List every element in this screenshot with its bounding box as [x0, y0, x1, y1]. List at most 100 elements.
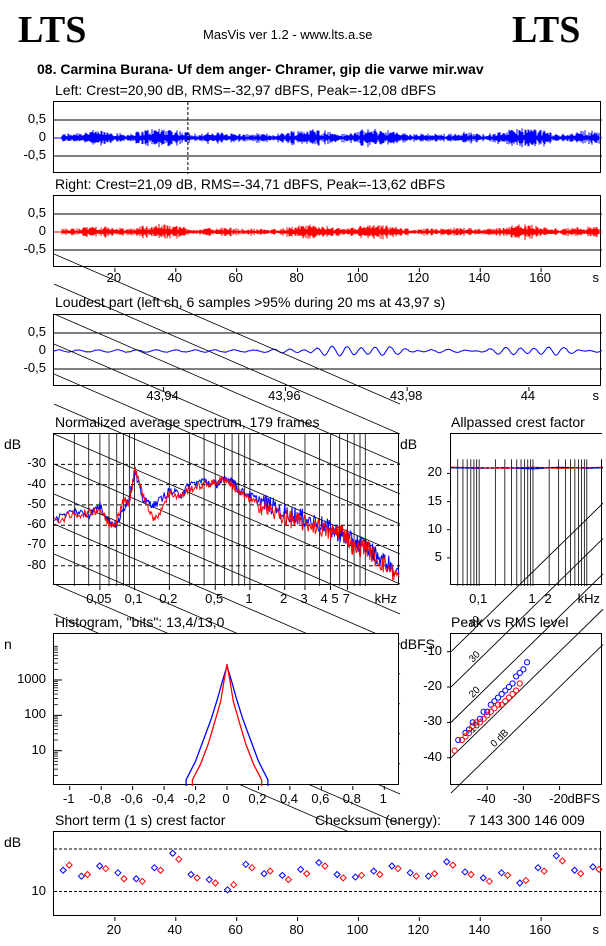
- right-wave-plot: [54, 213, 602, 272]
- histogram-panel: [53, 633, 399, 790]
- xtick-label: 0,2: [248, 791, 267, 806]
- short-crest-point: [430, 869, 439, 878]
- short-crest-ytick-labels: 10: [0, 831, 50, 916]
- short-crest-point: [388, 862, 396, 870]
- peak-rms-point: [462, 729, 469, 737]
- peak-rms-point: [484, 708, 491, 715]
- peak-rms-panel: 40 30 20 10 0 dB: [447, 502, 604, 794]
- short-crest-point: [296, 865, 305, 874]
- upper-mask: [451, 434, 603, 460]
- short-crest-point: [552, 852, 561, 860]
- xtick-label: 0,4: [279, 791, 298, 806]
- right-wave-panel: [53, 195, 602, 272]
- short-crest-point: [351, 873, 360, 881]
- diag-label: 0 dB: [489, 727, 512, 750]
- short-crest-point: [394, 864, 402, 873]
- slope-line: [53, 283, 401, 435]
- xtick-label: 40: [167, 270, 182, 285]
- allpassed-ylabel: dB: [400, 436, 418, 452]
- ytick-label: 10: [31, 882, 46, 898]
- loudest-plot: [53, 332, 602, 391]
- peak-rms-point: [465, 729, 473, 737]
- short-crest-point: [132, 875, 140, 883]
- short-crest-point: [83, 870, 92, 879]
- short-crest-point: [369, 867, 378, 875]
- file-name: 08. Carmina Burana- Uf dem anger- Chrame…: [37, 61, 484, 77]
- short-crest-point: [205, 875, 213, 884]
- short-crest-point: [59, 866, 67, 874]
- short-crest-point: [534, 863, 542, 872]
- short-crest-point: [461, 868, 469, 876]
- short-crest-point: [211, 879, 220, 887]
- xtick-label: 43,98: [389, 388, 423, 403]
- xtick-label: 0,5: [205, 591, 224, 606]
- peak-rms-point: [498, 690, 505, 698]
- short-crest-point: [242, 860, 250, 869]
- short-crest-panel: [53, 831, 603, 921]
- xtick-label: -40: [476, 791, 496, 806]
- x-unit-label: s: [592, 270, 600, 285]
- xtick-label: 80: [289, 922, 304, 937]
- short-crest-plot: [54, 848, 603, 921]
- ytick-label: -30: [27, 455, 46, 471]
- histogram-ylabel: n: [4, 636, 12, 652]
- short-crest-point: [479, 874, 487, 882]
- histogram-xtick-labels: -1 -0,8 -0,6 -0,4 -0,2 0 0,2 0,4 0,6 0,8 1: [53, 791, 399, 809]
- xtick-label: 4 5: [320, 591, 339, 606]
- peak-rms-point: [498, 701, 505, 708]
- short-crest-point: [406, 869, 414, 877]
- ytick-label: 0,5: [27, 111, 46, 126]
- spectrum-title: Normalized average spectrum, 179 frames: [55, 414, 320, 430]
- short-crest-point: [102, 864, 110, 873]
- peak-rms-point: [487, 701, 494, 708]
- xtick-label: 3: [300, 591, 308, 606]
- ytick-label: 10: [31, 741, 46, 757]
- peak-rms-ylabel: dBFS: [400, 636, 436, 652]
- peak-rms-point: [473, 719, 480, 726]
- ytick-label: 100: [24, 706, 46, 722]
- ytick-label: -20: [423, 678, 442, 694]
- x-unit-label: s: [592, 388, 600, 403]
- xtick-label: 20: [106, 922, 122, 937]
- short-crest-point: [357, 871, 366, 880]
- short-crest-point: [522, 876, 530, 885]
- short-crest-point: [229, 880, 238, 889]
- checksum-label: Checksum (energy):: [315, 812, 442, 828]
- peak-rms-point: [491, 705, 498, 712]
- xtick-label: 100: [346, 270, 369, 285]
- peak-rms-point: [491, 698, 498, 705]
- slope-line: [53, 463, 401, 615]
- short-crest-point: [169, 849, 177, 857]
- peak-rms-point: [465, 726, 473, 733]
- spectrum-plot: [53, 253, 401, 855]
- x-unit-label: s: [592, 922, 600, 937]
- allpassed-panel: [447, 433, 604, 586]
- short-crest-point: [284, 875, 293, 884]
- xtick-label: 0,05: [86, 591, 112, 606]
- allpassed-ytick-labels: 20 15 10 5: [400, 433, 446, 585]
- short-crest-point: [315, 858, 323, 867]
- peak-rms-point: [513, 687, 520, 694]
- xtick-label: -30: [512, 791, 532, 806]
- ytick-label: -10: [423, 642, 442, 658]
- xtick-label: 1: [379, 791, 387, 806]
- short-crest-point: [156, 866, 165, 874]
- short-crest-point: [333, 870, 341, 879]
- short-crest-title: Short term (1 s) crest factor: [55, 812, 226, 828]
- loudest-xtick-labels: 43,94 43,96 43,98 44 s: [53, 388, 601, 406]
- short-crest-point: [503, 871, 512, 880]
- xtick-label: 0,2: [159, 591, 178, 606]
- allpassed-xtick-labels: 0,1 1 2 kHz: [450, 591, 602, 609]
- crest-ref-line: [450, 502, 604, 652]
- ytick-label: -40: [423, 748, 442, 764]
- peak-rms-point: [458, 736, 465, 744]
- x-unit-label: dBFS: [567, 791, 600, 806]
- x-unit-label: kHz: [577, 591, 600, 606]
- short-crest-point: [376, 870, 384, 879]
- peak-rms-point: [505, 694, 513, 701]
- short-crest-point: [248, 863, 256, 872]
- logo-right: LTS: [512, 9, 581, 51]
- xtick-label: -0,6: [120, 791, 143, 806]
- short-crest-point: [540, 867, 548, 875]
- diag-label: 30: [467, 649, 483, 665]
